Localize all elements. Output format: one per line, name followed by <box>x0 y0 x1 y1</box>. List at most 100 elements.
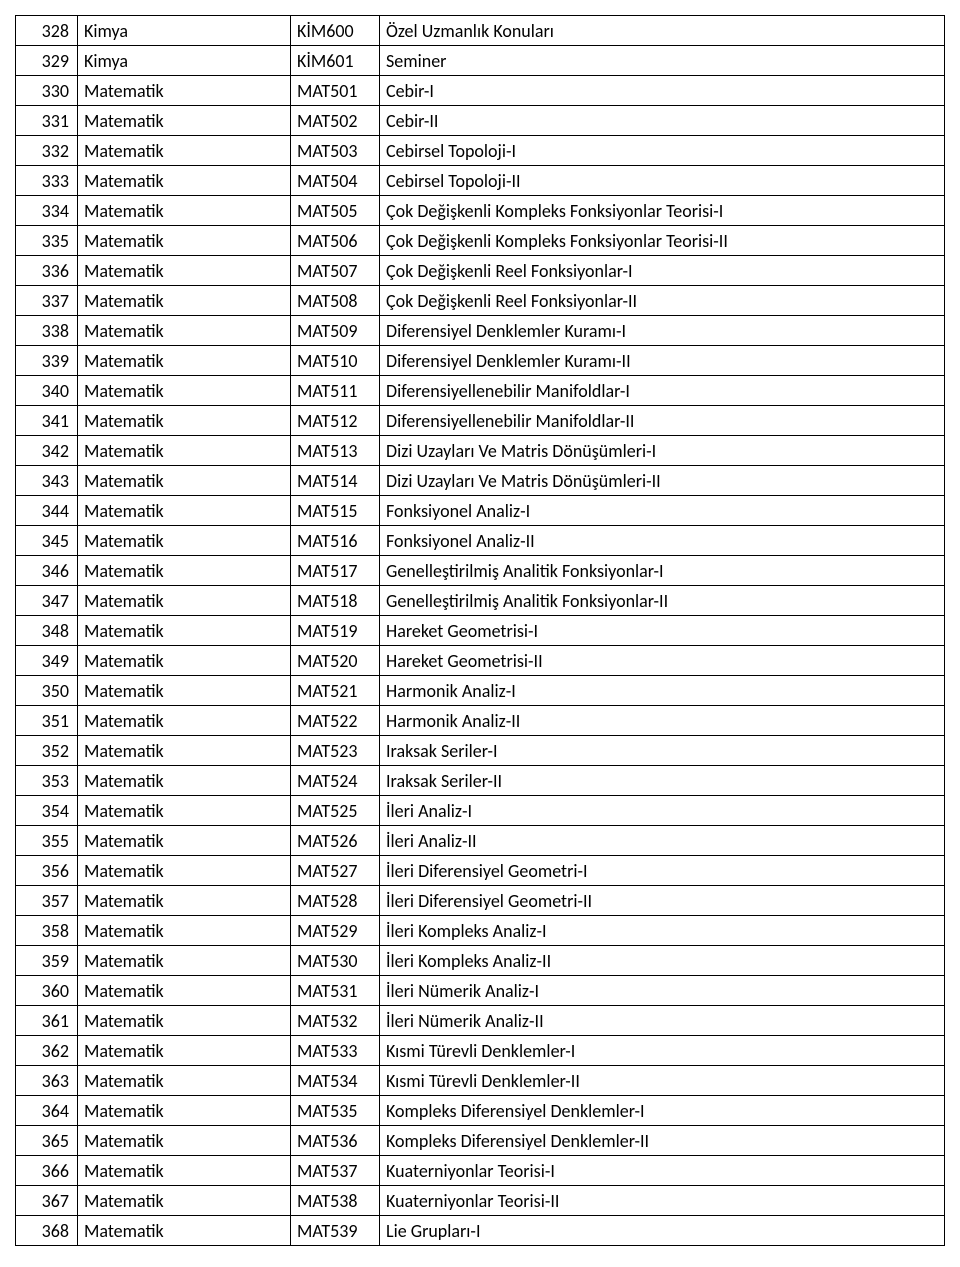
table-row: 333MatematikMAT504Cebirsel Topoloji-II <box>16 166 945 196</box>
department-cell: Matematik <box>78 1186 291 1216</box>
row-number: 339 <box>16 346 78 376</box>
table-row: 365MatematikMAT536Kompleks Diferensiyel … <box>16 1126 945 1156</box>
table-row: 332MatematikMAT503Cebirsel Topoloji-I <box>16 136 945 166</box>
course-code-cell: MAT523 <box>291 736 380 766</box>
course-title-cell: Harmonik Analiz-I <box>380 676 945 706</box>
course-code-cell: MAT538 <box>291 1186 380 1216</box>
department-cell: Kimya <box>78 16 291 46</box>
table-row: 337MatematikMAT508Çok Değişkenli Reel Fo… <box>16 286 945 316</box>
table-row: 350MatematikMAT521Harmonik Analiz-I <box>16 676 945 706</box>
course-title-cell: İleri Diferensiyel Geometri-II <box>380 886 945 916</box>
department-cell: Matematik <box>78 886 291 916</box>
course-code-cell: MAT526 <box>291 826 380 856</box>
row-number: 350 <box>16 676 78 706</box>
row-number: 366 <box>16 1156 78 1186</box>
course-title-cell: Seminer <box>380 46 945 76</box>
course-title-cell: Kompleks Diferensiyel Denklemler-I <box>380 1096 945 1126</box>
department-cell: Matematik <box>78 1126 291 1156</box>
row-number: 344 <box>16 496 78 526</box>
course-code-cell: MAT516 <box>291 526 380 556</box>
table-row: 345MatematikMAT516Fonksiyonel Analiz-II <box>16 526 945 556</box>
department-cell: Matematik <box>78 466 291 496</box>
course-code-cell: MAT536 <box>291 1126 380 1156</box>
department-cell: Matematik <box>78 136 291 166</box>
department-cell: Matematik <box>78 526 291 556</box>
row-number: 355 <box>16 826 78 856</box>
row-number: 345 <box>16 526 78 556</box>
table-row: 331MatematikMAT502Cebir-II <box>16 106 945 136</box>
department-cell: Matematik <box>78 976 291 1006</box>
course-title-cell: Fonksiyonel Analiz-II <box>380 526 945 556</box>
row-number: 360 <box>16 976 78 1006</box>
department-cell: Matematik <box>78 376 291 406</box>
course-title-cell: İleri Analiz-I <box>380 796 945 826</box>
course-title-cell: Kısmi Türevli Denklemler-II <box>380 1066 945 1096</box>
course-code-cell: MAT534 <box>291 1066 380 1096</box>
course-table: 328KimyaKİM600Özel Uzmanlık Konuları329K… <box>15 15 945 1246</box>
course-title-cell: İleri Nümerik Analiz-II <box>380 1006 945 1036</box>
row-number: 357 <box>16 886 78 916</box>
course-title-cell: Kuaterniyonlar Teorisi-I <box>380 1156 945 1186</box>
department-cell: Matematik <box>78 586 291 616</box>
table-row: 359MatematikMAT530İleri Kompleks Analiz-… <box>16 946 945 976</box>
department-cell: Matematik <box>78 736 291 766</box>
course-code-cell: MAT533 <box>291 1036 380 1066</box>
course-title-cell: Cebir-II <box>380 106 945 136</box>
row-number: 348 <box>16 616 78 646</box>
department-cell: Matematik <box>78 1156 291 1186</box>
course-title-cell: Diferensiyellenebilir Manifoldlar-I <box>380 376 945 406</box>
course-title-cell: Harmonik Analiz-II <box>380 706 945 736</box>
course-code-cell: MAT532 <box>291 1006 380 1036</box>
course-code-cell: MAT520 <box>291 646 380 676</box>
course-code-cell: MAT510 <box>291 346 380 376</box>
course-code-cell: MAT531 <box>291 976 380 1006</box>
course-title-cell: Iraksak Seriler-II <box>380 766 945 796</box>
row-number: 365 <box>16 1126 78 1156</box>
table-row: 346MatematikMAT517Genelleştirilmiş Anali… <box>16 556 945 586</box>
row-number: 347 <box>16 586 78 616</box>
table-row: 338MatematikMAT509Diferensiyel Denklemle… <box>16 316 945 346</box>
course-title-cell: Genelleştirilmiş Analitik Fonksiyonlar-I <box>380 556 945 586</box>
department-cell: Matematik <box>78 556 291 586</box>
department-cell: Matematik <box>78 346 291 376</box>
course-code-cell: MAT524 <box>291 766 380 796</box>
course-code-cell: MAT515 <box>291 496 380 526</box>
table-row: 336MatematikMAT507Çok Değişkenli Reel Fo… <box>16 256 945 286</box>
course-title-cell: İleri Analiz-II <box>380 826 945 856</box>
table-row: 364MatematikMAT535Kompleks Diferensiyel … <box>16 1096 945 1126</box>
course-code-cell: MAT528 <box>291 886 380 916</box>
row-number: 336 <box>16 256 78 286</box>
table-row: 344MatematikMAT515Fonksiyonel Analiz-I <box>16 496 945 526</box>
course-title-cell: Diferensiyellenebilir Manifoldlar-II <box>380 406 945 436</box>
course-code-cell: MAT505 <box>291 196 380 226</box>
department-cell: Matematik <box>78 1216 291 1246</box>
row-number: 343 <box>16 466 78 496</box>
row-number: 359 <box>16 946 78 976</box>
course-code-cell: MAT508 <box>291 286 380 316</box>
table-row: 340MatematikMAT511Diferensiyellenebilir … <box>16 376 945 406</box>
department-cell: Matematik <box>78 796 291 826</box>
department-cell: Matematik <box>78 436 291 466</box>
row-number: 351 <box>16 706 78 736</box>
course-code-cell: KİM601 <box>291 46 380 76</box>
course-code-cell: MAT512 <box>291 406 380 436</box>
table-row: 343MatematikMAT514Dizi Uzayları Ve Matri… <box>16 466 945 496</box>
row-number: 346 <box>16 556 78 586</box>
row-number: 349 <box>16 646 78 676</box>
row-number: 354 <box>16 796 78 826</box>
table-row: 363MatematikMAT534Kısmi Türevli Denkleml… <box>16 1066 945 1096</box>
course-title-cell: Diferensiyel Denklemler Kuramı-II <box>380 346 945 376</box>
row-number: 341 <box>16 406 78 436</box>
department-cell: Matematik <box>78 196 291 226</box>
course-title-cell: Çok Değişkenli Reel Fonksiyonlar-II <box>380 286 945 316</box>
course-title-cell: İleri Diferensiyel Geometri-I <box>380 856 945 886</box>
table-row: 342MatematikMAT513Dizi Uzayları Ve Matri… <box>16 436 945 466</box>
row-number: 358 <box>16 916 78 946</box>
department-cell: Matematik <box>78 856 291 886</box>
row-number: 342 <box>16 436 78 466</box>
table-row: 357MatematikMAT528İleri Diferensiyel Geo… <box>16 886 945 916</box>
department-cell: Matematik <box>78 316 291 346</box>
course-code-cell: MAT504 <box>291 166 380 196</box>
department-cell: Matematik <box>78 826 291 856</box>
row-number: 364 <box>16 1096 78 1126</box>
